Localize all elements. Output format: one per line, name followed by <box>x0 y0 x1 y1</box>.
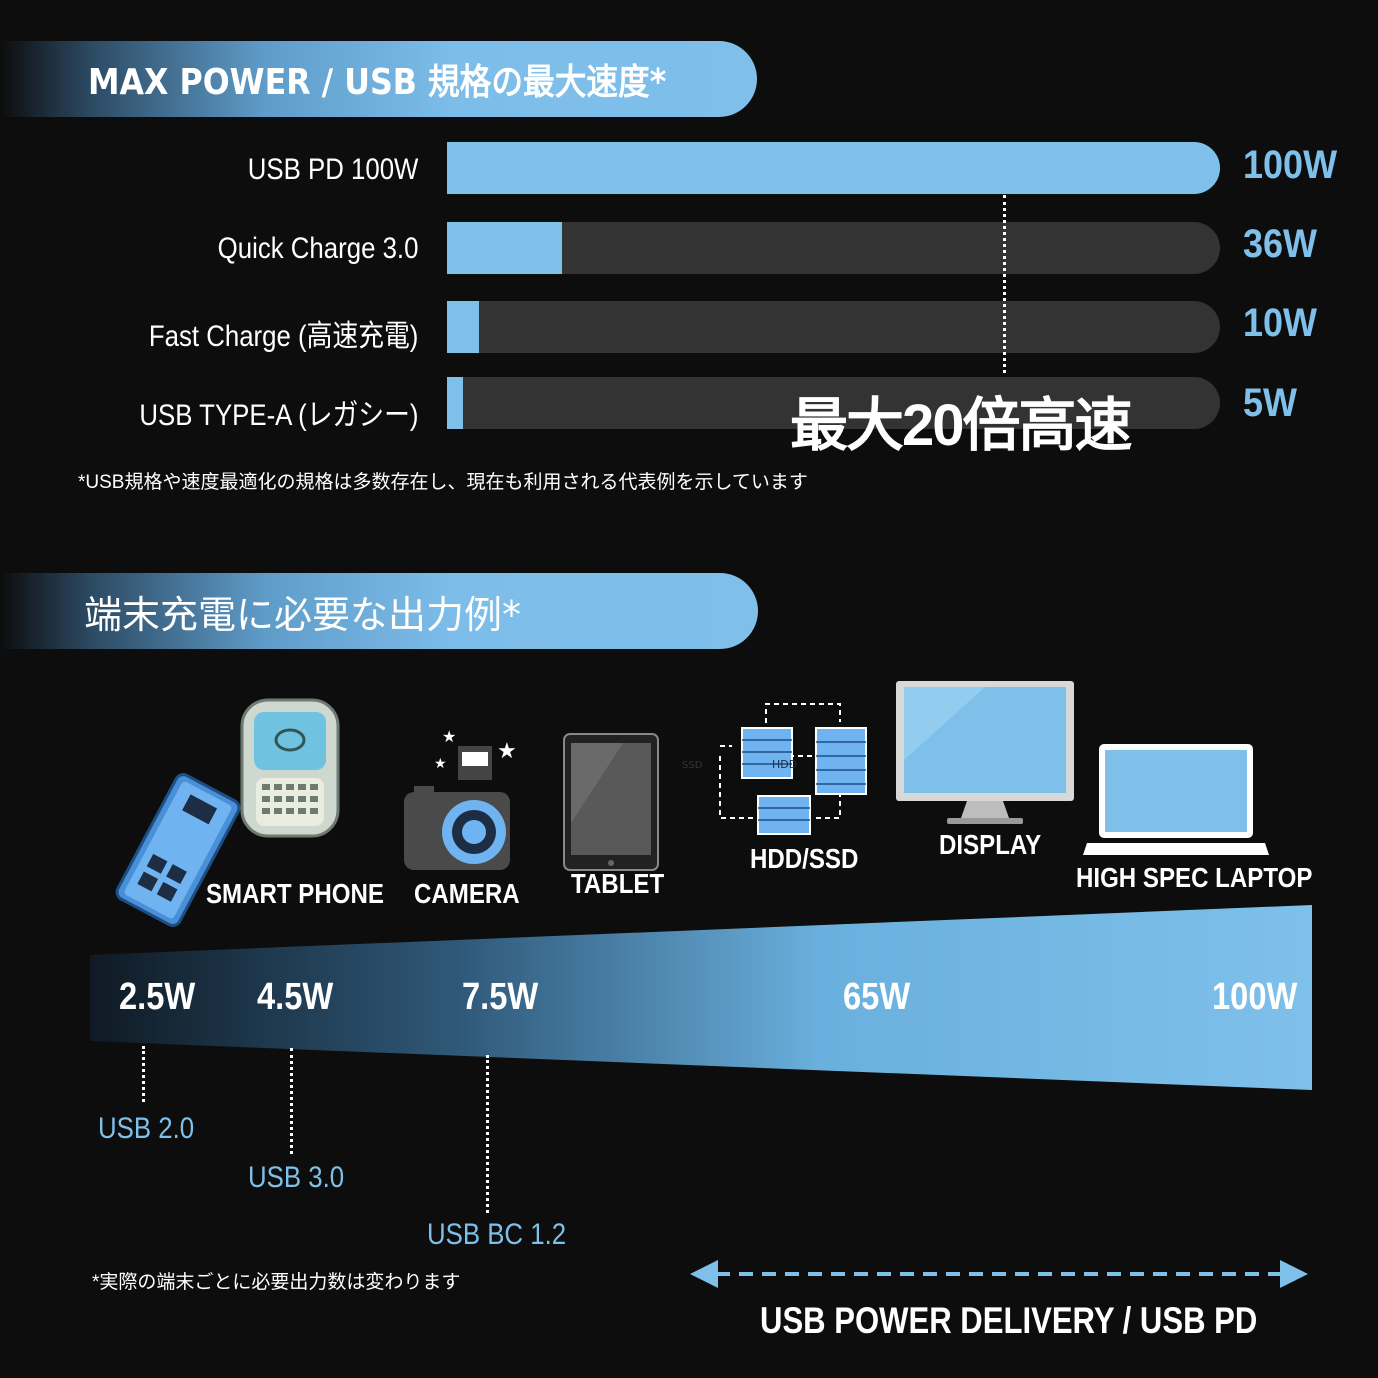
section2-footnote: *実際の端末ごとに必要出力数は変わります <box>92 1272 461 1293</box>
bar-value-fast-charge: 10W <box>1243 301 1318 345</box>
bar-usb-type-a <box>447 377 464 429</box>
usb3-dotted-line <box>290 1048 293 1154</box>
bar-label-usb-pd: USB PD 100W <box>247 153 418 186</box>
usb2-dotted-line <box>142 1046 145 1102</box>
usb-standard-usb2: USB 2.0 <box>98 1112 195 1145</box>
watt-label-4-5: 4.5W <box>257 976 334 1018</box>
comparison-dotted-line <box>1003 195 1006 373</box>
device-label-hdd-ssd: HDD/SSD <box>750 843 859 874</box>
usb-bc-dotted-line <box>486 1055 489 1213</box>
watt-label-65: 65W <box>843 976 911 1018</box>
bar-track-usb-type-a <box>447 377 1220 429</box>
section1-banner: MAX POWER / USB 規格の最大速度* <box>0 41 757 117</box>
laptop-icon <box>1083 744 1269 855</box>
device-label-smartphone: SMART PHONE <box>206 878 384 909</box>
smartphone-icon <box>240 698 340 838</box>
bar-value-usb-type-a: 5W <box>1243 381 1297 425</box>
bar-fast-charge <box>447 301 480 353</box>
bar-value-quick-charge: 36W <box>1243 222 1318 266</box>
watt-label-7-5: 7.5W <box>462 976 539 1018</box>
svg-text:★: ★ <box>434 756 447 772</box>
section1-footnote: *USB規格や速度最適化の規格は多数存在し、現在も利用される代表例を示しています <box>78 472 808 493</box>
display-icon <box>896 681 1074 824</box>
tablet-icon <box>563 733 659 871</box>
section1-title: MAX POWER / USB 規格の最大速度* <box>88 62 667 103</box>
pd-range-label: USB POWER DELIVERY / USB PD <box>760 1300 1258 1341</box>
hdd-ssd-icon: HDD SSD <box>682 703 867 835</box>
camera-icon: ★ ★ ★ <box>404 727 517 870</box>
device-label-camera: CAMERA <box>414 878 520 909</box>
bar-label-quick-charge: Quick Charge 3.0 <box>217 232 418 265</box>
device-label-tablet: TABLET <box>571 868 665 899</box>
hdd-icon-text: HDD <box>772 758 797 771</box>
usb-standard-bc12: USB BC 1.2 <box>427 1218 567 1251</box>
svg-text:★: ★ <box>442 727 456 746</box>
bar-value-usb-pd: 100W <box>1243 143 1338 187</box>
section2-title: 端末充電に必要な出力例* <box>84 592 522 637</box>
ssd-icon-text: SSD <box>682 760 703 771</box>
bar-label-usb-type-a: USB TYPE-A (レガシー) <box>138 399 418 432</box>
watt-label-2-5: 2.5W <box>119 976 196 1018</box>
bar-track-fast-charge <box>447 301 1220 353</box>
section2-banner: 端末充電に必要な出力例* <box>0 573 758 649</box>
bar-quick-charge <box>447 222 563 274</box>
bar-label-fast-charge: Fast Charge (高速充電) <box>148 320 418 353</box>
device-label-display: DISPLAY <box>939 829 1042 860</box>
power-bank-icon <box>115 773 241 927</box>
usb-standard-usb3: USB 3.0 <box>248 1161 345 1194</box>
speed-callout: 最大20倍高速 <box>790 393 1133 458</box>
bar-track-quick-charge <box>447 222 1220 274</box>
svg-text:★: ★ <box>497 739 517 764</box>
watt-label-100: 100W <box>1212 976 1298 1018</box>
bar-track-usb-pd <box>447 142 1220 194</box>
bar-usb-pd <box>447 142 1220 194</box>
device-label-laptop: HIGH SPEC LAPTOP <box>1076 862 1313 893</box>
